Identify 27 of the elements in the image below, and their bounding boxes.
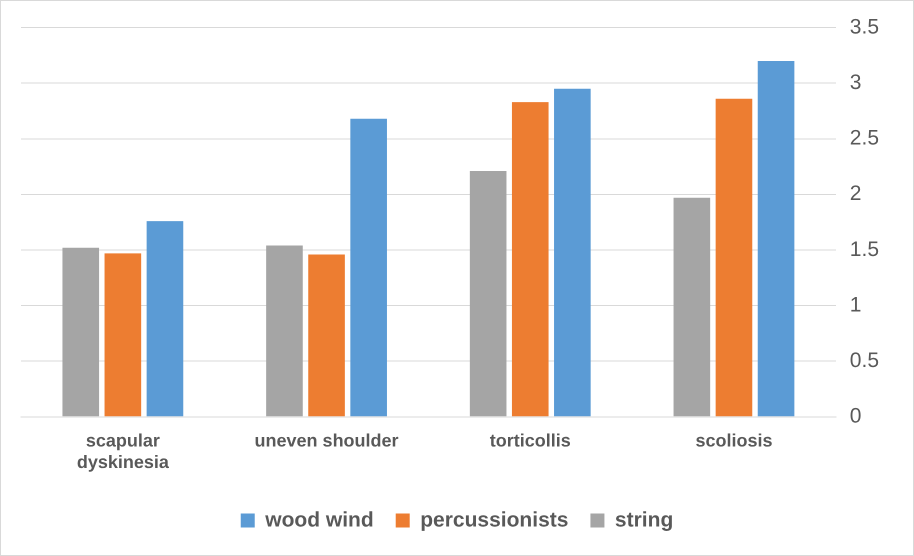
bar (350, 118, 387, 416)
bar (554, 88, 591, 416)
y-tick-label: 0.5 (850, 348, 880, 372)
bar (266, 246, 303, 416)
x-tick-label: scapular dyskinesia (76, 430, 170, 472)
y-tick-label: 2.5 (850, 126, 880, 150)
y-tick-label: 2 (850, 182, 862, 206)
bar (146, 221, 184, 416)
bar (674, 198, 710, 416)
y-tick-label: 3.5 (850, 15, 880, 38)
y-tick-label: 1 (850, 293, 862, 316)
x-tick-label: torticollis (490, 430, 571, 451)
legend-label: wood wind (264, 508, 374, 532)
bar (308, 254, 345, 416)
legend-label: string (614, 508, 674, 532)
x-tick-label: scoliosis (695, 430, 772, 451)
bar (470, 171, 506, 416)
bar (758, 60, 794, 416)
legend-label: percussionists (420, 508, 568, 532)
y-tick-label: 1.5 (850, 238, 880, 261)
bar (62, 248, 100, 416)
y-tick-label: 0 (850, 404, 862, 428)
x-tick-label: uneven shoulder (254, 430, 399, 451)
y-tick-label: 3 (850, 70, 862, 94)
bar (104, 253, 142, 416)
bar (512, 102, 549, 416)
bar (716, 98, 752, 416)
